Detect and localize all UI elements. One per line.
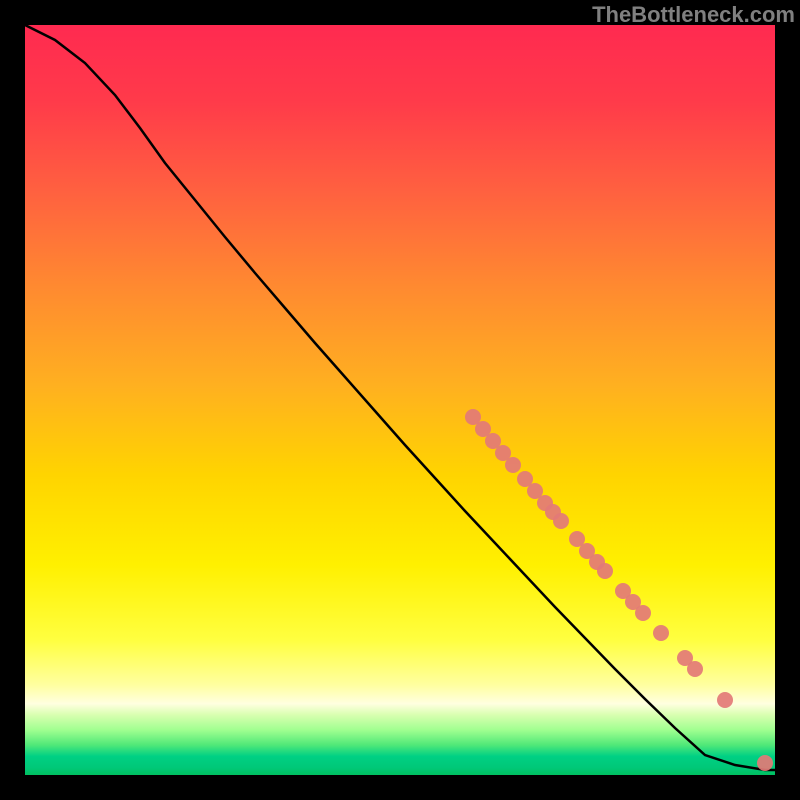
data-marker: [757, 755, 773, 771]
data-marker: [635, 605, 651, 621]
curve-layer: [25, 25, 775, 775]
data-marker: [505, 457, 521, 473]
data-marker: [553, 513, 569, 529]
watermark-text: TheBottleneck.com: [592, 2, 795, 28]
data-marker: [653, 625, 669, 641]
data-marker: [687, 661, 703, 677]
data-marker: [717, 692, 733, 708]
data-marker: [597, 563, 613, 579]
data-markers: [465, 409, 773, 771]
plot-area: [25, 25, 775, 775]
bottleneck-curve: [25, 25, 775, 770]
